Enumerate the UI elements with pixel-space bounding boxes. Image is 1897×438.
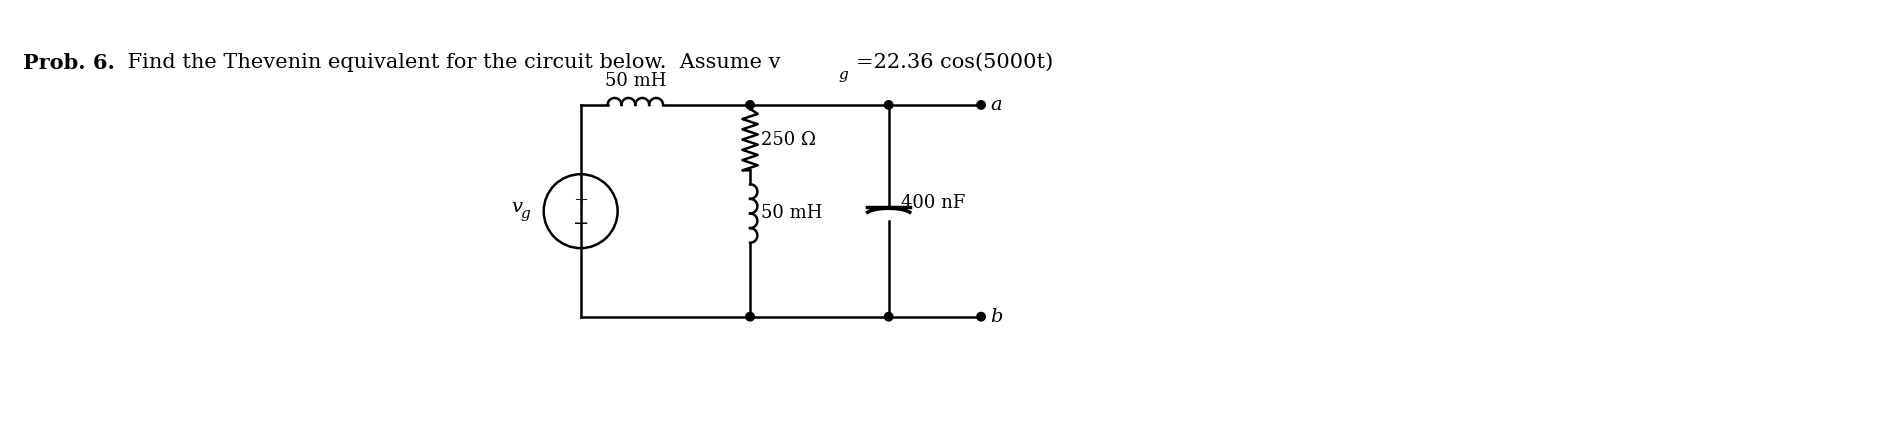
Circle shape — [977, 101, 985, 109]
Text: =22.36 cos(5000t): =22.36 cos(5000t) — [856, 53, 1053, 71]
Circle shape — [884, 312, 893, 321]
Text: g: g — [838, 68, 848, 82]
Text: 50 mH: 50 mH — [761, 205, 821, 223]
Text: Prob. 6.: Prob. 6. — [23, 53, 114, 73]
Circle shape — [746, 312, 755, 321]
Circle shape — [977, 312, 985, 321]
Text: Find the Thevenin equivalent for the circuit below.  Assume v: Find the Thevenin equivalent for the cir… — [121, 53, 782, 71]
Text: +: + — [573, 191, 588, 209]
Text: 250 Ω: 250 Ω — [761, 131, 816, 148]
Circle shape — [884, 101, 893, 109]
Text: 400 nF: 400 nF — [901, 194, 966, 212]
Text: −: − — [573, 215, 588, 233]
Text: a: a — [990, 96, 1002, 114]
Text: v: v — [510, 198, 522, 215]
Circle shape — [746, 101, 755, 109]
Text: g: g — [522, 207, 531, 221]
Text: 50 mH: 50 mH — [605, 71, 666, 89]
Text: b: b — [990, 307, 1004, 326]
